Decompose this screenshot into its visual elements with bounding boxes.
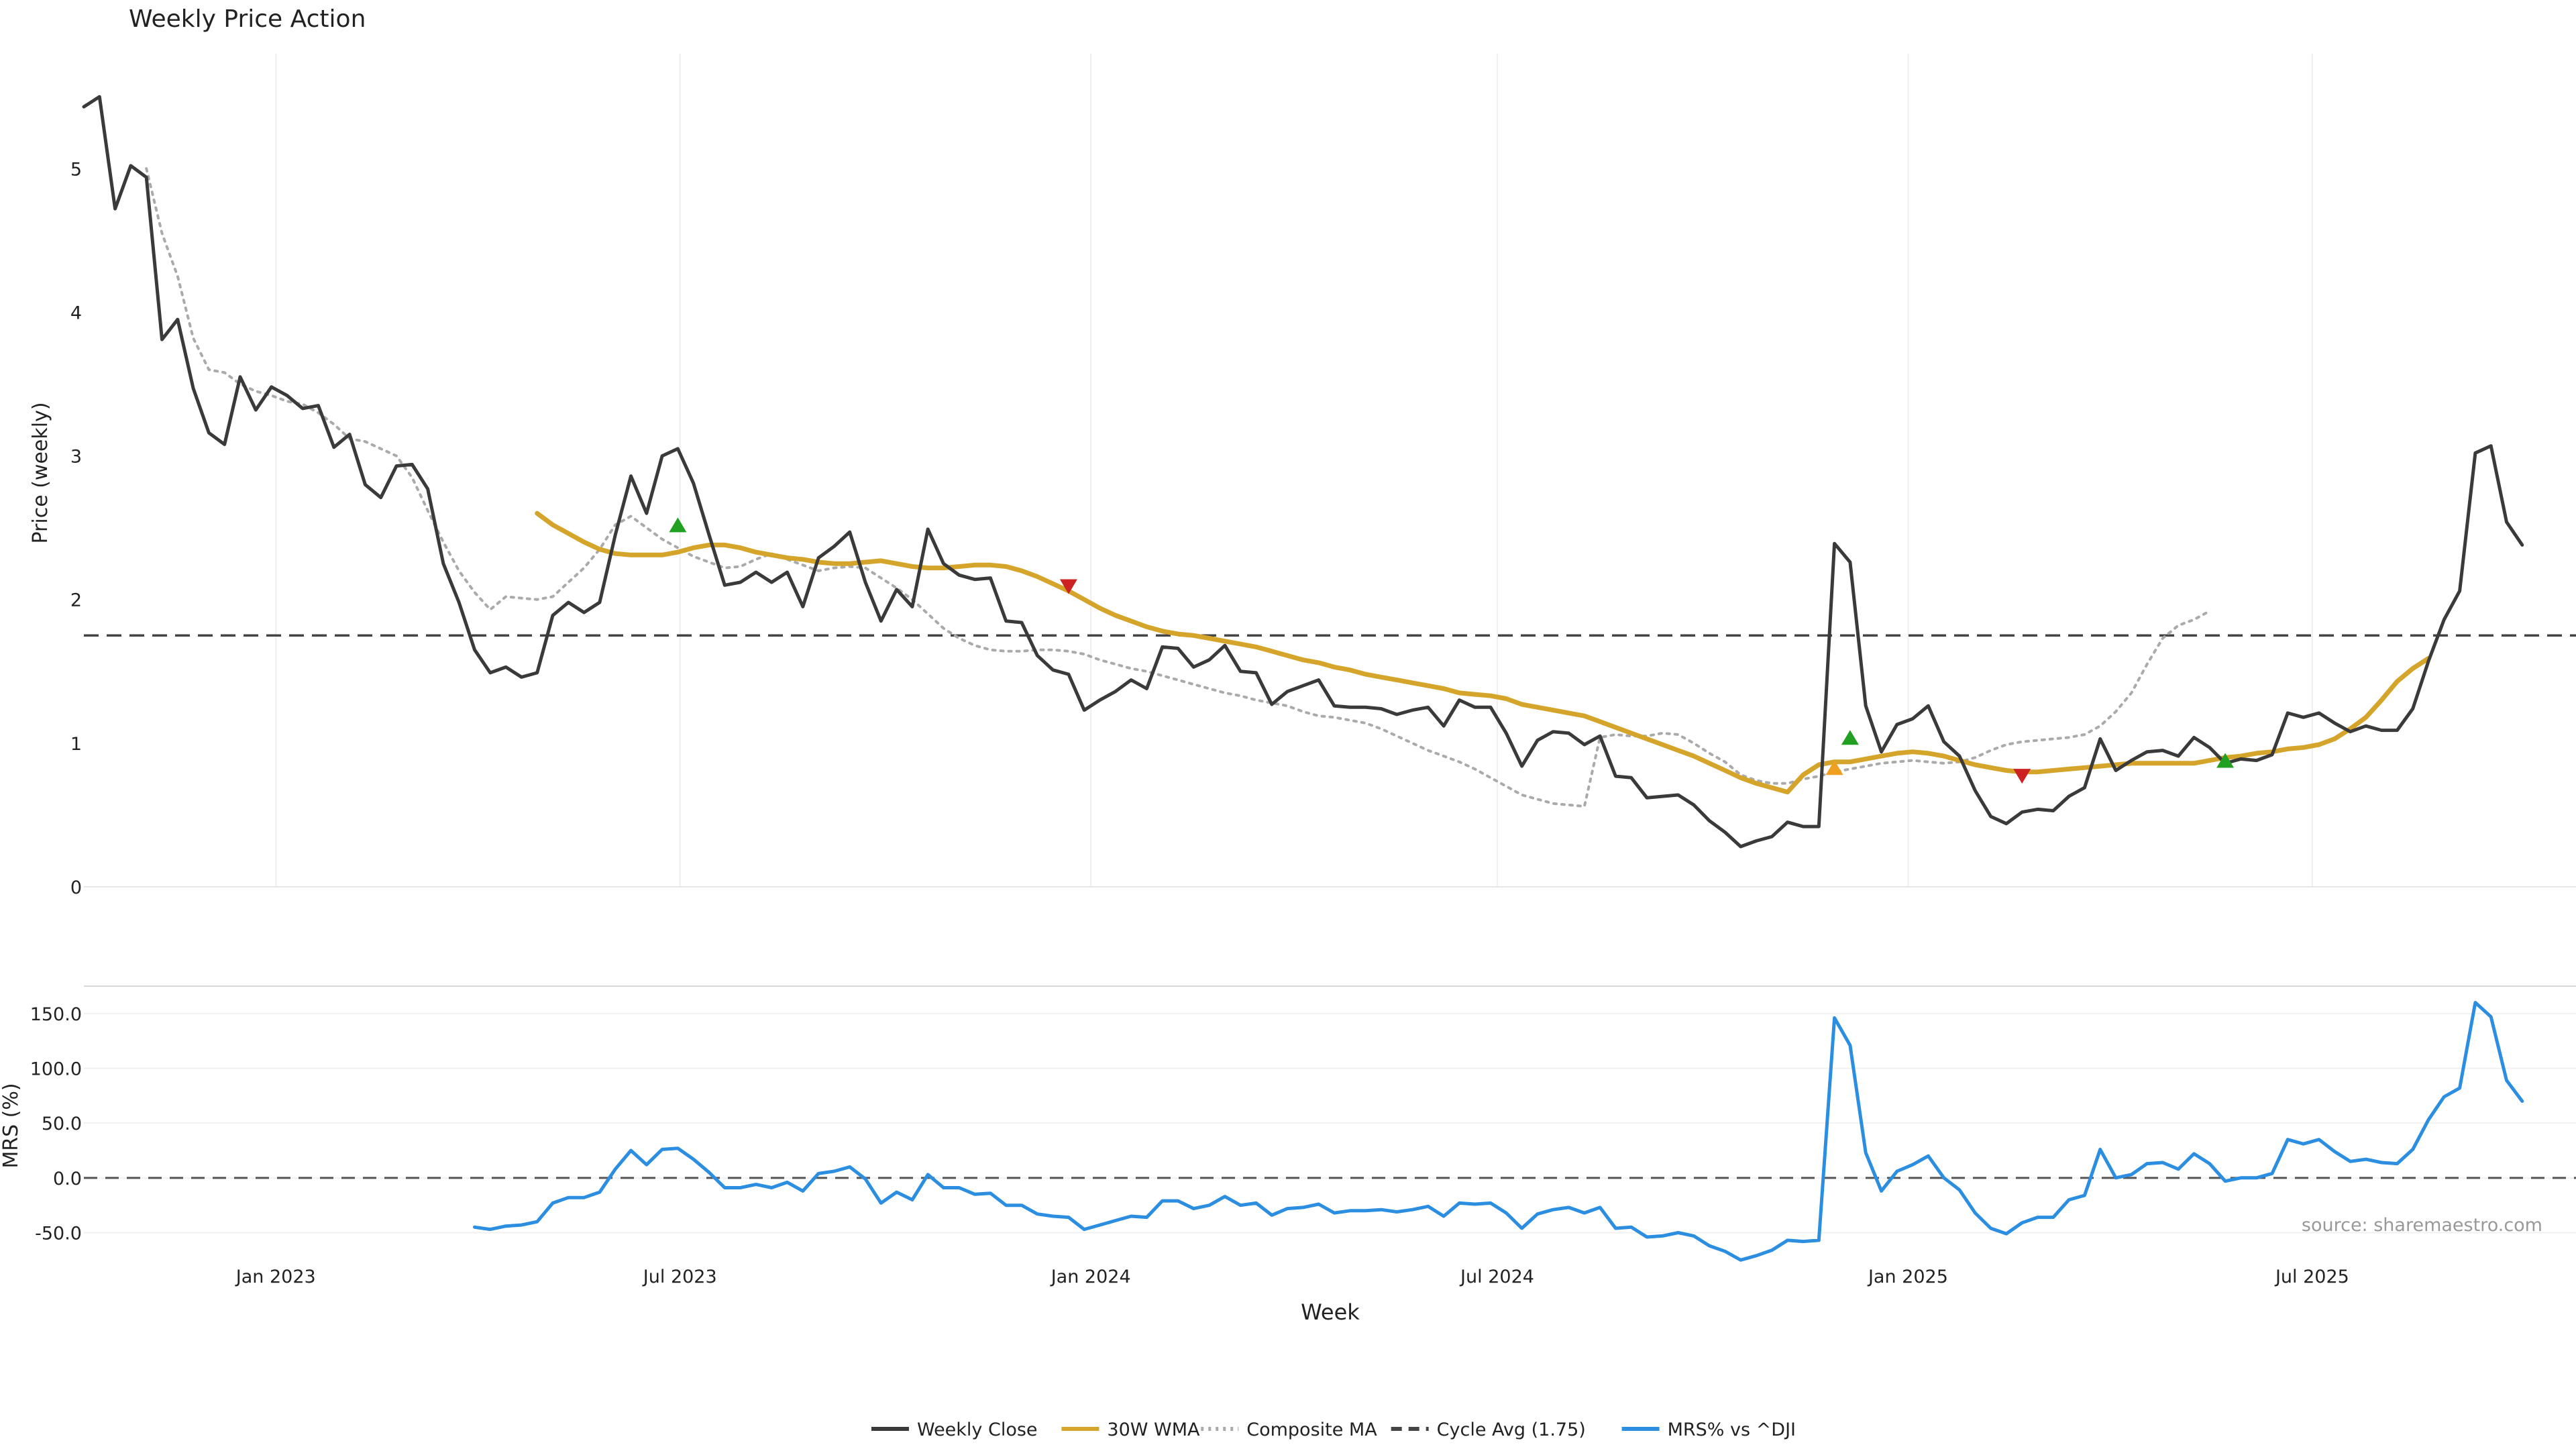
mrs-y-ticks: -50.0 0.0 50.0 100.0 150.0 (30, 1004, 82, 1244)
chart-title: Weekly Price Action (129, 5, 366, 33)
mrs-y-tick-label: 150.0 (30, 1004, 82, 1025)
mrs-line (473, 1001, 2524, 1262)
price-y-tick-label: 2 (70, 590, 82, 611)
source-annotation: source: sharemaestro.com (2302, 1215, 2542, 1236)
mrs-y-axis-label: MRS (%) (0, 1083, 23, 1168)
price-y-ticks: 0 1 2 3 4 5 (70, 159, 82, 898)
price-grid (275, 54, 2313, 887)
buy-signal-marker (669, 517, 687, 533)
signal-markers (669, 517, 2235, 784)
mrs-series (473, 1001, 2524, 1262)
price-y-tick-label: 1 (70, 734, 82, 755)
buy-signal-marker (1841, 730, 1859, 745)
legend-label: Cycle Avg (1.75) (1437, 1419, 1586, 1440)
legend: Weekly Close 30W WMA Composite MA Cycle Avg… (871, 1419, 1796, 1440)
price-y-axis-label: Price (weekly) (29, 402, 52, 543)
price-panel: Weekly Price Action 0 1 2 3 4 5 Price (weekly… (29, 5, 2576, 898)
price-y-tick-label: 5 (70, 159, 82, 180)
price-y-tick-label: 0 (70, 877, 82, 898)
x-tick-label: Jul 2023 (642, 1267, 717, 1287)
mrs-y-tick-label: 100.0 (30, 1059, 82, 1080)
buy-signal-marker (1825, 760, 1843, 775)
price-series (82, 95, 2524, 849)
mrs-y-tick-label: 0.0 (53, 1169, 82, 1189)
x-tick-label: Jan 2025 (1867, 1267, 1948, 1287)
legend-label: Composite MA (1246, 1419, 1377, 1440)
composite-ma-line (145, 167, 2211, 808)
legend-label: MRS% vs ^DJI (1668, 1419, 1796, 1440)
sell-signal-marker (1059, 579, 1077, 594)
price-y-tick-label: 3 (70, 447, 82, 468)
mrs-grid (84, 1012, 2576, 1234)
weekly-close-line (82, 95, 2524, 849)
x-tick-label: Jan 2023 (235, 1267, 316, 1287)
price-y-tick-label: 4 (70, 303, 82, 323)
x-tick-label: Jul 2024 (1459, 1267, 1534, 1287)
mrs-y-tick-label: -50.0 (35, 1224, 82, 1244)
x-axis-label: Week (1301, 1299, 1360, 1325)
sell-signal-marker (2013, 769, 2031, 784)
x-ticks: Jan 2023 Jul 2023 Jan 2024 Jul 2024 Jan 2025… (235, 1267, 2349, 1287)
x-tick-label: Jul 2025 (2274, 1267, 2349, 1287)
mrs-y-tick-label: 50.0 (42, 1114, 82, 1134)
buy-signal-marker (2216, 753, 2235, 768)
x-tick-label: Jan 2024 (1050, 1267, 1131, 1287)
legend-label: Weekly Close (917, 1419, 1038, 1440)
legend-label: 30W WMA (1107, 1419, 1200, 1440)
